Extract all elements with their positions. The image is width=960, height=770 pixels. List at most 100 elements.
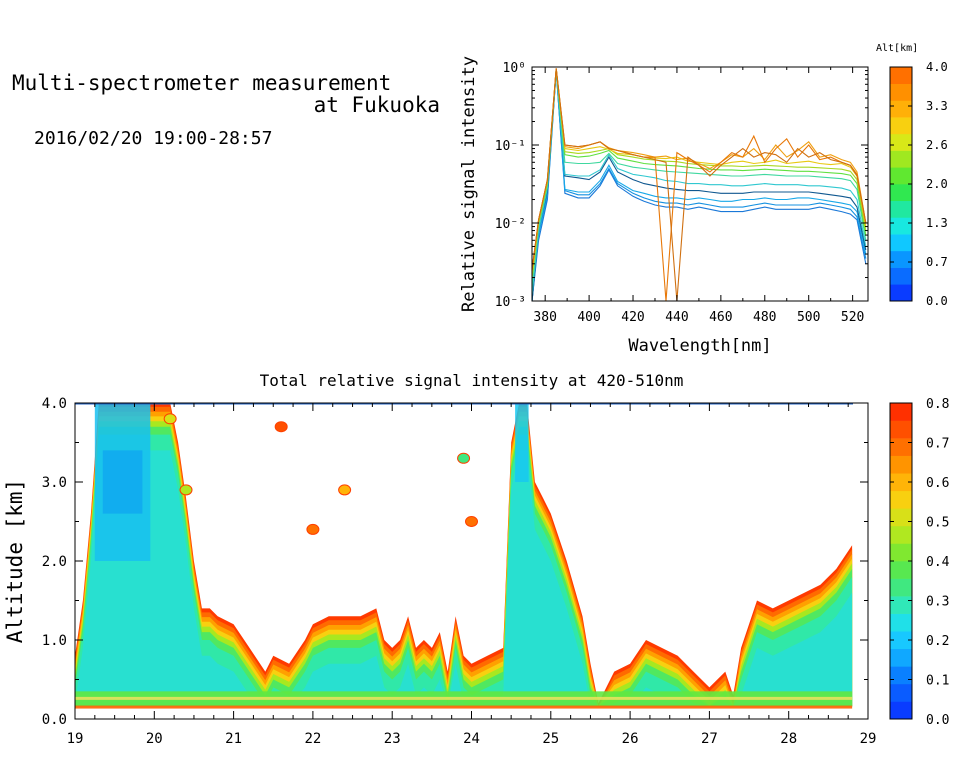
heatmap-x-tick-label: 22 — [304, 731, 321, 747]
altitude-colorbar-segment — [890, 200, 912, 218]
intensity-colorbar-segment — [890, 561, 912, 579]
spectrum-x-tick-label: 480 — [753, 310, 776, 325]
spectrum-y-tick-label: 10⁰ — [503, 61, 526, 76]
altitude-colorbar-label: Alt[km] — [876, 43, 918, 54]
altitude-colorbar-segment — [890, 250, 912, 268]
spectrum-x-tick-label: 400 — [577, 310, 600, 325]
altitude-colorbar-tick-label: 1.3 — [926, 216, 948, 230]
spectrum-series-line — [532, 68, 867, 275]
spectrum-x-tick-label: 380 — [533, 310, 556, 325]
spectrum-series-line — [532, 68, 867, 301]
intensity-colorbar-tick-label: 0.7 — [926, 437, 949, 452]
intensity-colorbar-segment — [890, 508, 912, 527]
spectrum-series-line — [532, 70, 867, 301]
intensity-colorbar-segment — [890, 525, 912, 544]
spectrum-y-tick-label: 10⁻² — [495, 217, 526, 232]
altitude-colorbar-tick-label: 3.3 — [926, 99, 948, 113]
spectrum-series-line — [532, 68, 867, 278]
intensity-colorbar-tick-label: 0.3 — [926, 595, 949, 610]
heatmap-x-tick-label: 23 — [384, 731, 401, 747]
altitude-colorbar-tick-label: 2.0 — [926, 177, 948, 191]
altitude-colorbar-segment — [890, 267, 912, 285]
heatmap-title: Total relative signal intensity at 420-5… — [260, 371, 684, 390]
intensity-colorbar-tick-label: 0.2 — [926, 634, 949, 649]
altitude-colorbar-segment — [890, 100, 912, 118]
spectrum-series-line — [532, 68, 867, 271]
heatmap-x-tick-label: 25 — [542, 731, 559, 747]
heatmap-x-tick-label: 26 — [622, 731, 639, 747]
heatmap-patch — [306, 523, 320, 535]
heatmap-patch — [274, 421, 288, 433]
altitude-colorbar-segment — [890, 217, 912, 235]
intensity-colorbar-tick-label: 0.4 — [926, 555, 950, 570]
heatmap-patch — [163, 413, 177, 425]
intensity-colorbar-tick-label: 0.1 — [926, 674, 949, 689]
altitude-colorbar-segment — [890, 284, 912, 302]
spectrum-x-axis-label: Wavelength[nm] — [628, 336, 771, 356]
altitude-colorbar-segment — [890, 150, 912, 168]
spectrum-series-line — [532, 70, 867, 301]
spectrum-series-line — [532, 69, 867, 301]
intensity-colorbar-segment — [890, 455, 912, 474]
altitude-colorbar-segment — [890, 167, 912, 185]
altitude-colorbar-segment — [890, 184, 912, 202]
heatmap-y-tick-label: 1.0 — [42, 633, 67, 649]
spectrum-y-tick-label: 10⁻³ — [495, 295, 526, 310]
figure-title-line2: at Fukuoka — [313, 93, 440, 117]
heatmap-x-tick-label: 27 — [701, 731, 718, 747]
spectrum-series-line — [532, 69, 867, 295]
heatmap-x-tick-label: 19 — [67, 731, 84, 747]
altitude-colorbar-segment — [890, 117, 912, 135]
spectrum-series-line — [532, 69, 867, 288]
altitude-colorbar-tick-label: 0.0 — [926, 294, 948, 308]
intensity-colorbar-tick-label: 0.5 — [926, 516, 949, 531]
spectrum-series-line — [532, 69, 867, 278]
heatmap-y-tick-label: 2.0 — [42, 554, 67, 570]
intensity-colorbar-tick-label: 0.6 — [926, 476, 949, 491]
heatmap-y-axis-label: Altitude [km] — [3, 479, 27, 643]
intensity-colorbar-segment — [890, 473, 912, 492]
intensity-colorbar-segment — [890, 438, 912, 456]
heatmap-x-tick-label: 29 — [860, 731, 877, 747]
heatmap-y-tick-label: 4.0 — [42, 396, 67, 412]
intensity-colorbar-tick-label: 0.8 — [926, 397, 949, 412]
heatmap-x-tick-label: 20 — [146, 731, 163, 747]
intensity-colorbar-segment — [890, 613, 912, 632]
heatmap-intensity-band — [75, 450, 853, 707]
spectrum-x-tick-label: 500 — [797, 310, 820, 325]
intensity-colorbar-segment — [890, 648, 912, 667]
figure-title-line1: Multi-spectrometer measurement — [12, 71, 392, 95]
heatmap-x-tick-label: 21 — [225, 731, 242, 747]
spectrum-series-line — [532, 70, 867, 301]
heatmap-patch — [338, 484, 352, 496]
spectrum-plot-frame — [531, 66, 869, 302]
altitude-colorbar-tick-label: 4.0 — [926, 60, 948, 74]
intensity-colorbar-segment — [890, 420, 912, 439]
altitude-colorbar-segment — [890, 133, 912, 151]
altitude-colorbar-tick-label: 0.7 — [926, 255, 948, 269]
intensity-colorbar-segment — [890, 543, 912, 562]
heatmap-ground-stripe — [75, 696, 853, 700]
heatmap-ground-stripe — [75, 705, 853, 709]
altitude-colorbar-segment — [890, 234, 912, 252]
heatmap-high-core — [515, 403, 529, 482]
heatmap-high-core — [102, 450, 143, 514]
intensity-colorbar-segment — [890, 403, 912, 421]
intensity-colorbar-segment — [890, 683, 912, 702]
altitude-colorbar-tick-label: 2.6 — [926, 138, 948, 152]
intensity-colorbar-segment — [890, 490, 912, 509]
intensity-colorbar-segment — [890, 596, 912, 614]
heatmap-x-tick-label: 24 — [463, 731, 480, 747]
spectrum-x-tick-label: 460 — [709, 310, 732, 325]
spectrum-x-tick-label: 420 — [621, 310, 644, 325]
heatmap-patch — [465, 516, 478, 527]
spectrum-x-tick-label: 440 — [665, 310, 688, 325]
intensity-colorbar-segment — [890, 578, 912, 597]
altitude-colorbar-segment — [890, 83, 912, 101]
heatmap-y-tick-label: 3.0 — [42, 475, 67, 491]
heatmap-x-tick-label: 28 — [780, 731, 797, 747]
spectrum-x-tick-label: 520 — [841, 310, 864, 325]
intensity-colorbar-segment — [890, 701, 912, 720]
heatmap-patch — [457, 452, 471, 464]
